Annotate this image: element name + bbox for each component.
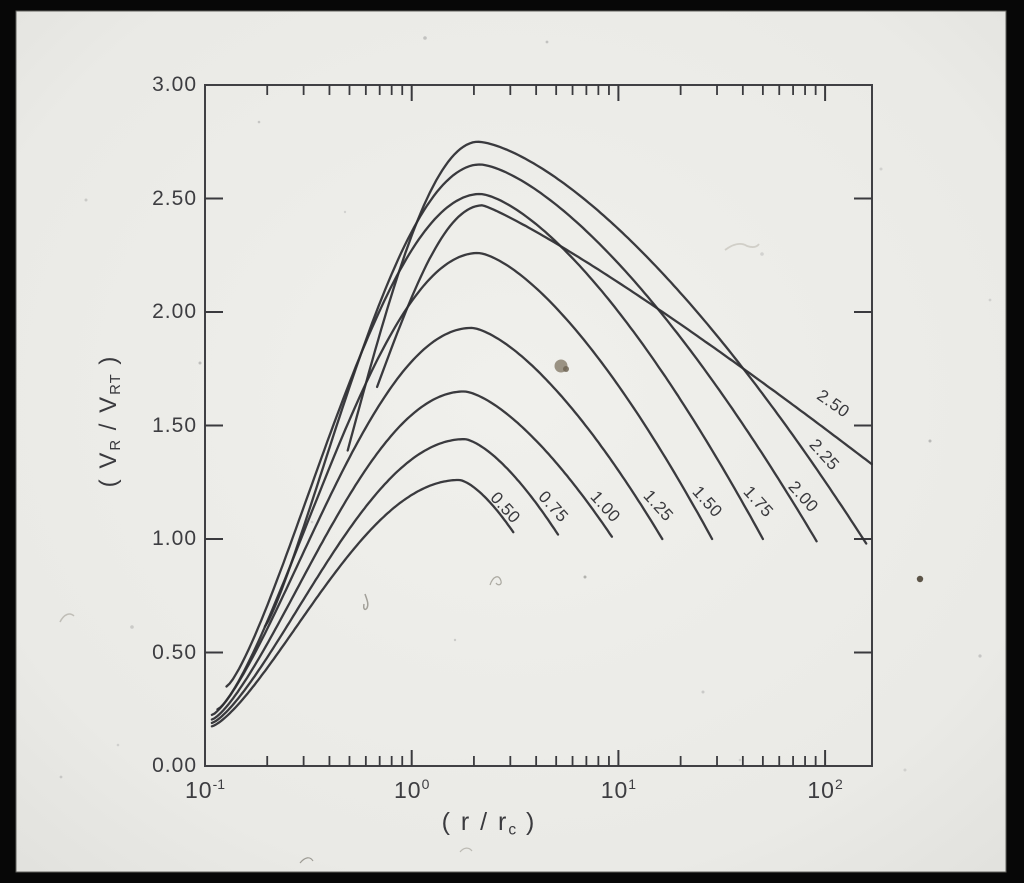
- x-tick-label: 102: [807, 776, 843, 803]
- y-tick-label: 2.50: [152, 186, 197, 210]
- y-tick-label: 0.00: [152, 754, 197, 777]
- curve-label: 0.75: [534, 487, 573, 527]
- curve-label: 0.50: [486, 488, 525, 528]
- x-tick-label: 10-1: [184, 776, 226, 803]
- y-tick-label: 3.00: [152, 73, 197, 96]
- curve-label: 2.00: [784, 477, 823, 517]
- y-tick-label: 0.50: [152, 640, 197, 664]
- x-tick-label: 100: [393, 776, 430, 803]
- y-axis-title: ( VR / VRT ): [95, 354, 125, 488]
- curve-label: 1.00: [586, 487, 625, 527]
- y-tick-label: 1.50: [152, 413, 197, 437]
- x-axis-title: ( r / rc ): [441, 808, 537, 839]
- curve-label: 1.25: [639, 486, 678, 526]
- curve-label: 2.25: [805, 435, 844, 475]
- y-tick-label: 2.00: [152, 300, 197, 323]
- curve-label: 2.50: [813, 385, 854, 422]
- x-tick-label: 101: [600, 776, 637, 803]
- curve-label: 1.50: [688, 482, 727, 522]
- y-tick-label: 1.00: [152, 527, 197, 550]
